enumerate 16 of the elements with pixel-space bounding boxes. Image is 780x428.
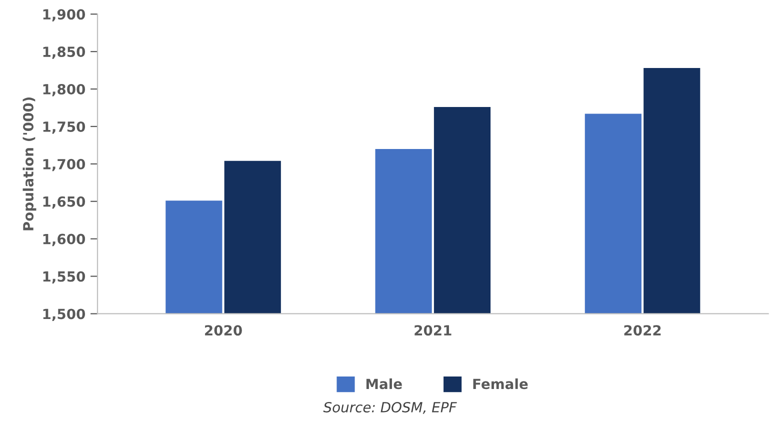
y-tick-label: 1,750 <box>43 121 86 134</box>
x-tick-label: 2022 <box>624 325 661 336</box>
y-tick-label: 1,650 <box>43 196 86 209</box>
y-tick-label: 1,550 <box>43 271 86 284</box>
x-tick-label: 2020 <box>205 325 242 336</box>
legend-label: Male <box>366 378 402 390</box>
y-axis-title: Population ('000) <box>22 97 36 230</box>
x-tick-label: 2021 <box>414 325 452 336</box>
legend-label: Female <box>473 378 528 390</box>
y-tick-label: 1,500 <box>43 308 86 321</box>
source-note: Source: DOSM, EPF <box>323 402 457 414</box>
y-tick-label: 1,700 <box>43 158 86 172</box>
y-tick-label: 1,900 <box>43 9 86 22</box>
y-tick-label: 1,850 <box>43 46 86 59</box>
y-tick-label: 1,600 <box>43 234 86 246</box>
y-tick-label: 1,800 <box>43 84 86 96</box>
